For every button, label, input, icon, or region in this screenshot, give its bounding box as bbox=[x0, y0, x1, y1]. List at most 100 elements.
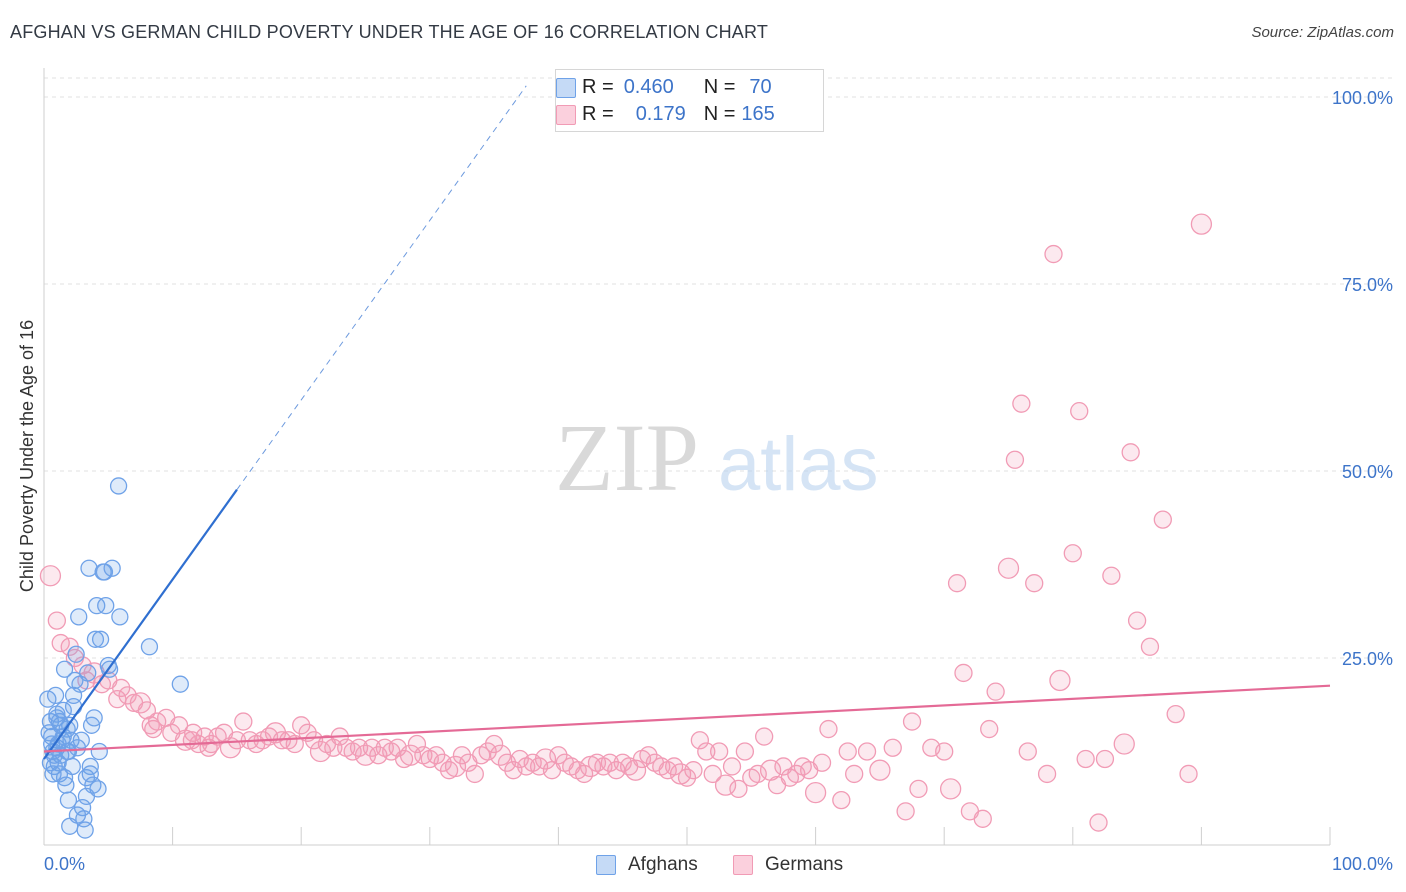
germans-point bbox=[729, 779, 748, 799]
germans-point bbox=[484, 734, 504, 754]
afghans-point bbox=[55, 660, 74, 678]
legend-label-afghans: Afghans bbox=[628, 854, 698, 875]
germans-point bbox=[478, 742, 497, 761]
afghans-point bbox=[97, 596, 115, 615]
germans-point bbox=[1166, 704, 1185, 724]
afghans-point bbox=[67, 645, 85, 663]
germans-point bbox=[324, 738, 343, 757]
germans-point bbox=[137, 701, 157, 720]
germans-point bbox=[184, 723, 203, 742]
x-tick-label: 0.0% bbox=[44, 854, 85, 874]
trend-lines bbox=[43, 85, 1331, 760]
germans-point bbox=[838, 742, 857, 761]
n-value: 165 bbox=[741, 102, 775, 125]
legend-row-afghans: R = 0.460 N = 70 bbox=[556, 75, 772, 99]
afghans-point bbox=[59, 791, 78, 809]
germans-point bbox=[812, 753, 832, 772]
germans-point bbox=[427, 746, 446, 765]
afghans-point bbox=[64, 697, 83, 716]
germans-point bbox=[362, 738, 382, 757]
y-tick-label: 25.0% bbox=[1342, 649, 1393, 669]
germans-point bbox=[1037, 764, 1057, 784]
germans-point bbox=[292, 716, 311, 735]
germans-point bbox=[452, 746, 472, 765]
correlation-legend: R = 0.460 N = 70 R = 0.179 N = 165 bbox=[555, 69, 824, 132]
germans-point bbox=[947, 574, 967, 593]
afghans-point bbox=[86, 630, 105, 648]
afghans-point bbox=[77, 787, 96, 806]
germans-point bbox=[997, 557, 1020, 579]
afghans-point bbox=[103, 559, 121, 577]
germans-point bbox=[986, 682, 1005, 701]
germans-point bbox=[735, 742, 755, 761]
germans-point bbox=[1076, 749, 1095, 769]
afghans-point bbox=[111, 608, 129, 626]
germans-point bbox=[1018, 742, 1037, 761]
afghans-point bbox=[90, 742, 108, 761]
germans-point bbox=[1153, 510, 1172, 529]
legend-item-afghans[interactable]: Afghans bbox=[596, 852, 698, 878]
axes bbox=[43, 68, 1331, 846]
afghans-point bbox=[70, 608, 88, 626]
germans-point bbox=[144, 719, 163, 739]
germans-point bbox=[47, 611, 67, 630]
germans-swatch bbox=[556, 105, 576, 125]
germans-swatch bbox=[733, 855, 753, 875]
germans-point bbox=[703, 764, 722, 784]
y-tick-label: 75.0% bbox=[1342, 275, 1393, 295]
germans-point bbox=[939, 778, 962, 800]
germans-point bbox=[1190, 213, 1213, 235]
watermark-atlas: atlas bbox=[718, 422, 879, 507]
n-label: N = bbox=[703, 102, 736, 125]
germans-point bbox=[1127, 611, 1147, 630]
germans-point bbox=[896, 802, 915, 821]
germans-point bbox=[639, 746, 658, 765]
germans-point bbox=[690, 731, 710, 750]
r-label: R = bbox=[582, 75, 614, 98]
germans-point bbox=[954, 663, 973, 683]
germans-point bbox=[845, 764, 864, 784]
afghans-point bbox=[76, 821, 94, 839]
germans-point bbox=[112, 678, 131, 698]
germans-point bbox=[883, 738, 902, 757]
watermark: ZIP atlas bbox=[555, 404, 879, 511]
germans-point bbox=[407, 734, 427, 754]
germans-point bbox=[1063, 544, 1082, 563]
germans-point bbox=[902, 712, 922, 731]
legend-label-germans: Germans bbox=[765, 854, 844, 875]
germans-point bbox=[980, 719, 999, 739]
gridlines bbox=[44, 77, 1393, 659]
r-value: 0.179 bbox=[635, 102, 686, 125]
afghans-swatch bbox=[556, 78, 576, 98]
germans-point bbox=[388, 738, 407, 757]
x-tick-label: 100.0% bbox=[1332, 854, 1393, 874]
afghans-point bbox=[81, 765, 99, 783]
afghans-swatch bbox=[596, 855, 616, 875]
germans-point bbox=[433, 753, 452, 772]
germans-point bbox=[1012, 394, 1031, 413]
germans-point bbox=[1044, 244, 1063, 264]
germans-point bbox=[169, 716, 189, 735]
germans-point bbox=[935, 742, 954, 761]
afghans-point bbox=[44, 765, 62, 783]
germans-point bbox=[869, 759, 891, 781]
germans-point bbox=[1095, 749, 1115, 769]
germans-point bbox=[684, 761, 703, 780]
source-label: Source: ZipAtlas.com bbox=[1251, 24, 1394, 41]
legend-item-germans[interactable]: Germans bbox=[733, 852, 843, 878]
afghans-point bbox=[85, 709, 103, 727]
afghans-point bbox=[68, 806, 87, 824]
germans-point bbox=[1121, 443, 1140, 462]
germans-point bbox=[748, 764, 767, 784]
r-value: 0.460 bbox=[623, 75, 674, 98]
afghans-trend-line bbox=[43, 489, 238, 760]
germans-point bbox=[909, 779, 928, 799]
afghans-point bbox=[50, 712, 69, 731]
germans-point bbox=[465, 764, 484, 784]
germans-point bbox=[1070, 402, 1089, 421]
germans-point bbox=[549, 746, 568, 765]
germans-point bbox=[624, 759, 647, 781]
germans-point bbox=[1179, 764, 1198, 784]
tick-labels: 25.0% 50.0% 75.0% 100.0% 0.0% 100.0% bbox=[44, 88, 1393, 874]
